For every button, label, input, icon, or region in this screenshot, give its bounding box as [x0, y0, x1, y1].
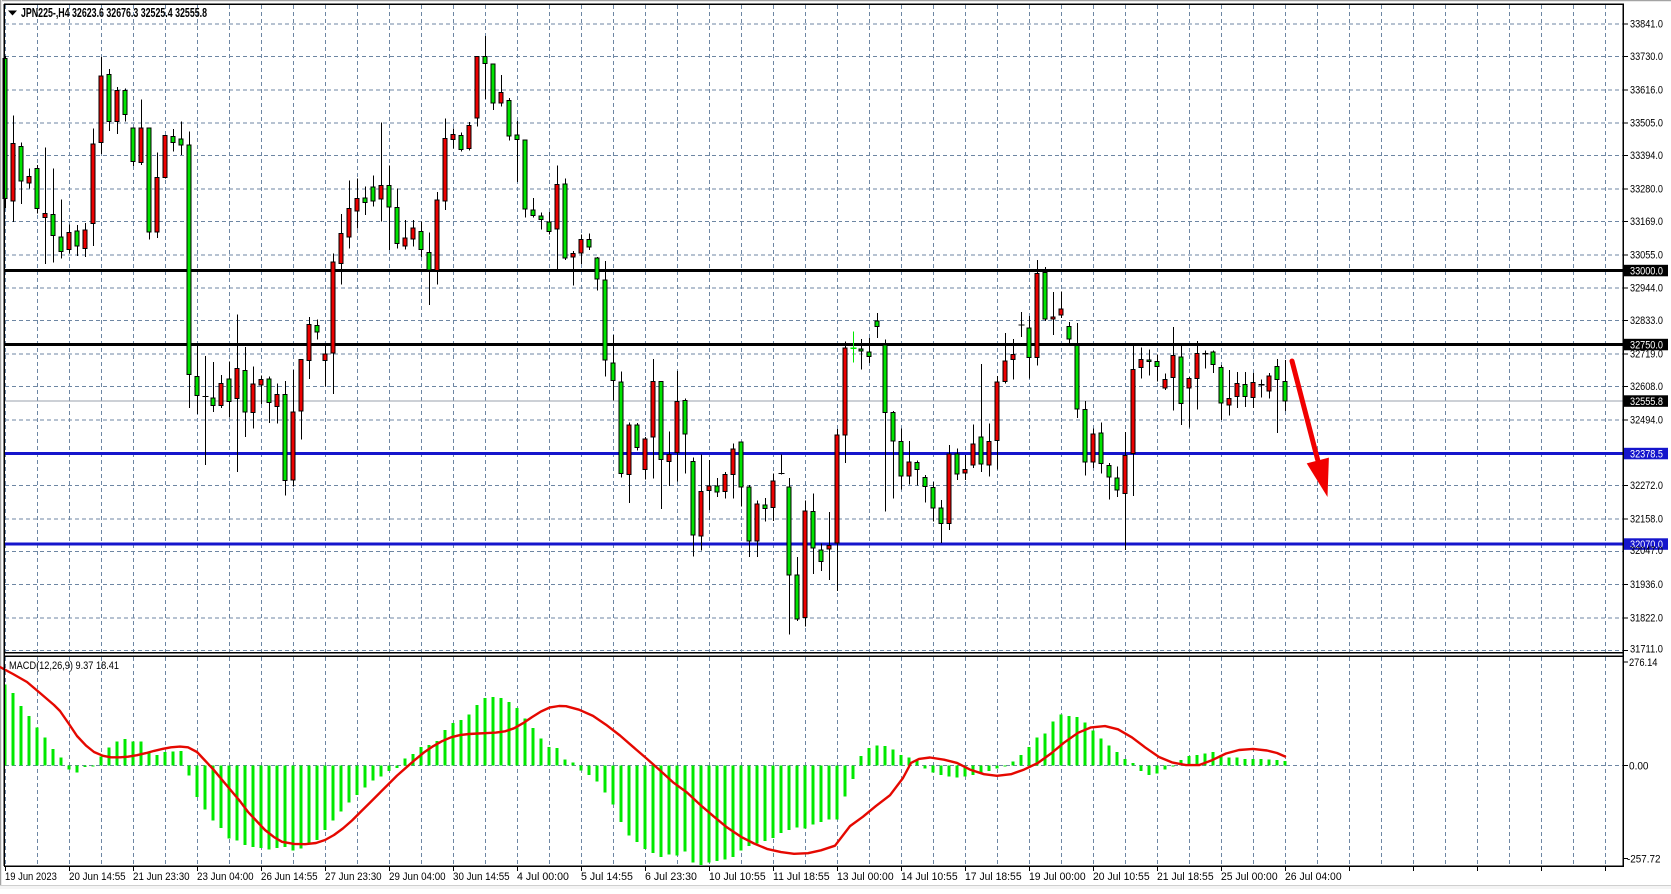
svg-text:13 Jul 00:00: 13 Jul 00:00 — [837, 871, 894, 883]
svg-text:33730.0: 33730.0 — [1630, 51, 1663, 63]
svg-text:30 Jun 14:55: 30 Jun 14:55 — [453, 871, 510, 883]
svg-text:32047.0: 32047.0 — [1630, 545, 1663, 557]
svg-text:31936.0: 31936.0 — [1630, 579, 1663, 591]
svg-text:32494.0: 32494.0 — [1630, 415, 1663, 427]
svg-text:32750.0: 32750.0 — [1630, 340, 1663, 352]
svg-text:33616.0: 33616.0 — [1630, 85, 1663, 97]
svg-text:26 Jun 14:55: 26 Jun 14:55 — [261, 871, 318, 883]
svg-text:5 Jul 14:55: 5 Jul 14:55 — [581, 871, 633, 883]
svg-text:33169.0: 33169.0 — [1630, 216, 1663, 228]
svg-text:32608.0: 32608.0 — [1630, 381, 1663, 393]
svg-text:14 Jul 10:55: 14 Jul 10:55 — [901, 871, 958, 883]
svg-text:31711.0: 31711.0 — [1630, 644, 1663, 656]
svg-text:25 Jul 00:00: 25 Jul 00:00 — [1221, 871, 1278, 883]
svg-text:29 Jun 04:00: 29 Jun 04:00 — [389, 871, 446, 883]
svg-text:32833.0: 32833.0 — [1630, 315, 1663, 327]
svg-text:33841.0: 33841.0 — [1630, 18, 1663, 30]
svg-text:32555.8: 32555.8 — [1630, 396, 1663, 408]
svg-text:32158.0: 32158.0 — [1630, 514, 1663, 526]
svg-text:-257.72: -257.72 — [1627, 854, 1661, 866]
svg-text:32719.0: 32719.0 — [1630, 349, 1663, 361]
svg-text:27 Jun 23:30: 27 Jun 23:30 — [325, 871, 382, 883]
svg-text:32070.0: 32070.0 — [1630, 539, 1663, 551]
svg-text:33394.0: 33394.0 — [1630, 150, 1663, 162]
svg-text:19 Jun 2023: 19 Jun 2023 — [5, 871, 57, 883]
svg-text:33505.0: 33505.0 — [1630, 117, 1663, 129]
svg-text:21 Jun 23:30: 21 Jun 23:30 — [133, 871, 190, 883]
svg-text:20 Jun 14:55: 20 Jun 14:55 — [69, 871, 126, 883]
svg-text:20 Jul 10:55: 20 Jul 10:55 — [1093, 871, 1150, 883]
svg-text:32944.0: 32944.0 — [1630, 282, 1663, 294]
svg-text:26 Jul 04:00: 26 Jul 04:00 — [1285, 871, 1342, 883]
svg-text:19 Jul 00:00: 19 Jul 00:00 — [1029, 871, 1086, 883]
svg-text:6 Jul 23:30: 6 Jul 23:30 — [645, 871, 697, 883]
svg-text:10 Jul 10:55: 10 Jul 10:55 — [709, 871, 766, 883]
svg-text:MACD(12,26,9) 9.37 18.41: MACD(12,26,9) 9.37 18.41 — [9, 660, 119, 672]
svg-text:21 Jul 18:55: 21 Jul 18:55 — [1157, 871, 1214, 883]
svg-text:276.14: 276.14 — [1629, 657, 1658, 669]
svg-text:32378.5: 32378.5 — [1630, 449, 1663, 461]
svg-text:23 Jun 04:00: 23 Jun 04:00 — [197, 871, 254, 883]
svg-text:4 Jul 00:00: 4 Jul 00:00 — [517, 871, 569, 883]
svg-text:33055.0: 33055.0 — [1630, 250, 1663, 262]
svg-text:17 Jul 18:55: 17 Jul 18:55 — [965, 871, 1022, 883]
svg-text:33000.0: 33000.0 — [1630, 266, 1663, 278]
svg-text:33280.0: 33280.0 — [1630, 184, 1663, 196]
svg-text:11 Jul 18:55: 11 Jul 18:55 — [773, 871, 830, 883]
svg-text:JPN225-,H4 32623.6 32676.3 32: JPN225-,H4 32623.6 32676.3 32525.4 32555… — [21, 6, 207, 20]
svg-text:31822.0: 31822.0 — [1630, 613, 1663, 625]
svg-text:0.00: 0.00 — [1629, 761, 1649, 773]
svg-text:32272.0: 32272.0 — [1630, 480, 1663, 492]
